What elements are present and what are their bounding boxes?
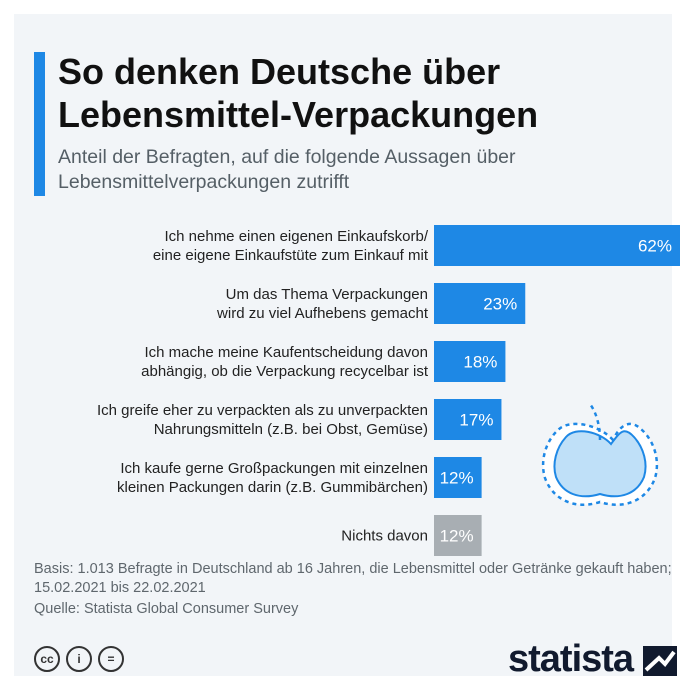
infographic-card [14, 14, 672, 676]
value-label-3: 17% [459, 411, 493, 430]
license-icons: cc i = [34, 646, 124, 672]
basis-note: Basis: 1.013 Befragte in Deutschland ab … [34, 561, 672, 596]
bar-1 [434, 283, 526, 324]
category-label-4: Ich kaufe gerne Großpackungen mit einzel… [117, 460, 428, 496]
category-label-5: Nichts davon [341, 528, 428, 545]
bar-2 [434, 341, 506, 382]
chart-title: So denken Deutsche über Lebensmittel-Ver… [58, 51, 539, 135]
category-label-1: Um das Thema Verpackungen wird zu viel Au… [216, 286, 429, 322]
statista-logo-icon [643, 646, 677, 676]
cc-icon[interactable]: cc [34, 646, 60, 672]
value-label-1: 23% [483, 295, 517, 314]
category-label-3: Ich greife eher zu verpackten als zu unv… [97, 402, 428, 438]
value-label-0: 62% [638, 237, 672, 256]
category-label-0: Ich nehme einen eigenen Einkaufskorb/ein… [153, 228, 429, 264]
category-label-2: Ich mache meine Kaufentscheidung davon ab… [141, 344, 429, 380]
bar-4 [434, 457, 482, 498]
bar-3 [434, 399, 502, 440]
chart-subtitle: Anteil der Befragten, auf die folgende A… [58, 146, 516, 193]
chart-footer: Basis: 1.013 Befragte in Deutschland ab … [34, 560, 674, 619]
bar-0 [434, 225, 680, 266]
attribution-icon[interactable]: i [66, 646, 92, 672]
apple-icon [541, 403, 659, 506]
source-note: Quelle: Statista Global Consumer Survey [34, 601, 299, 617]
value-label-5: 12% [440, 527, 474, 546]
title-accent-bar [34, 52, 45, 196]
value-label-4: 12% [440, 469, 474, 488]
statista-logo[interactable]: statista [508, 638, 634, 680]
value-label-2: 18% [463, 353, 497, 372]
bar-5 [434, 515, 482, 556]
no-derivatives-icon[interactable]: = [98, 646, 124, 672]
